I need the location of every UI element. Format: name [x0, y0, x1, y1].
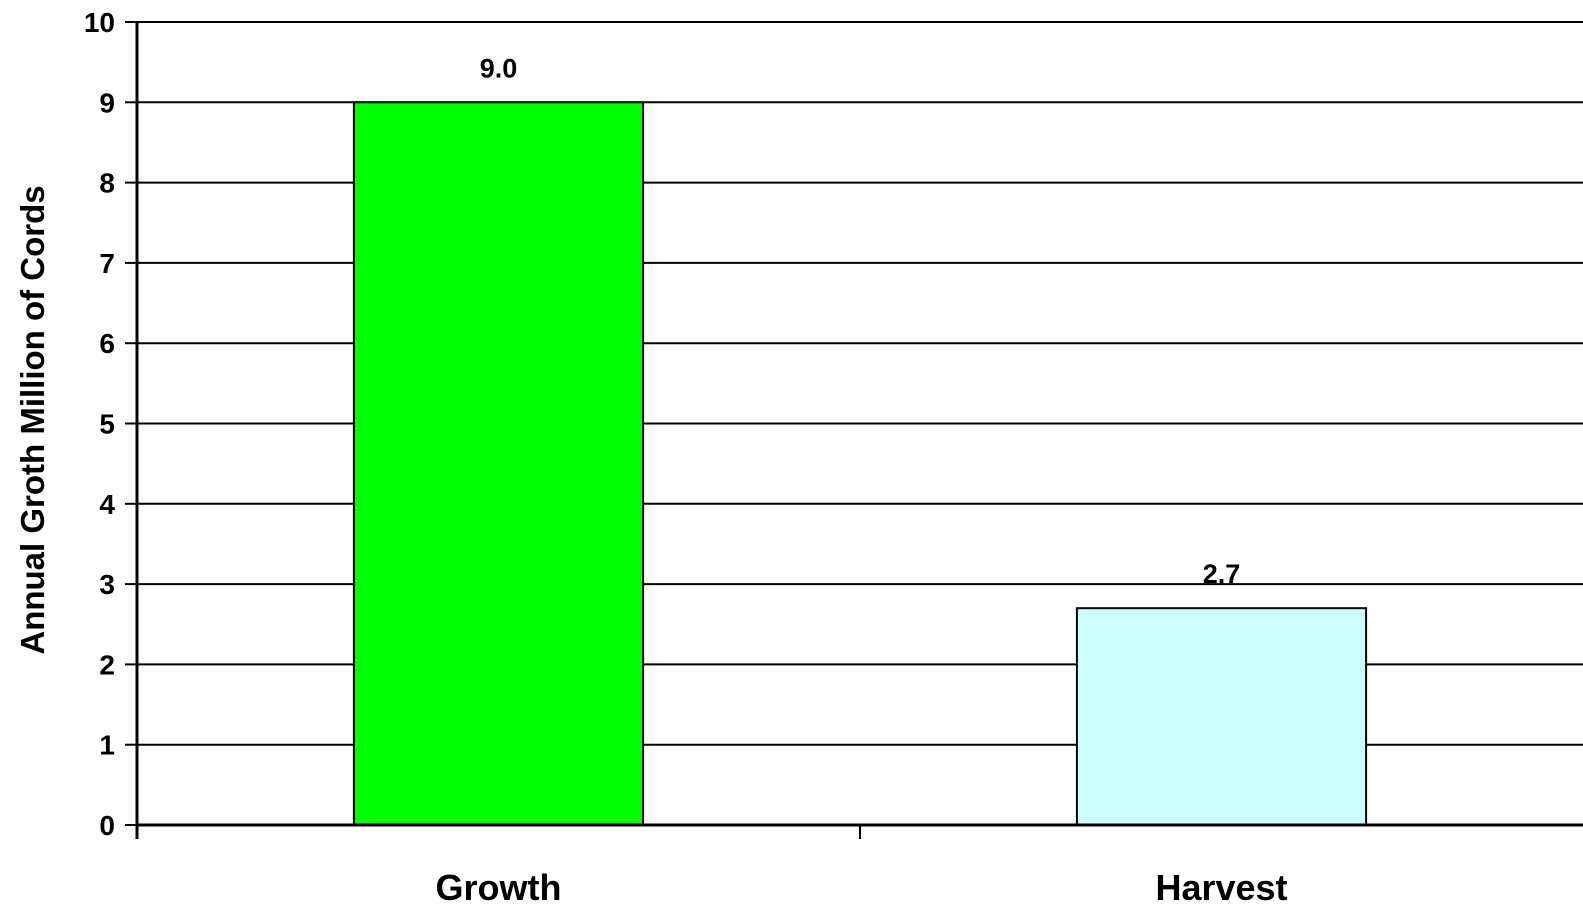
y-tick-label-9: 9: [99, 87, 115, 118]
x-category-label-growth: Growth: [436, 867, 562, 908]
y-tick-label-10: 10: [84, 7, 115, 38]
y-tick-label-5: 5: [99, 409, 115, 440]
y-tick-label-8: 8: [99, 168, 115, 199]
y-tick-label-0: 0: [99, 810, 115, 841]
axes: [135, 22, 1583, 839]
bar-harvest: [1075, 607, 1368, 826]
y-tick-label-7: 7: [99, 248, 115, 279]
y-tick-label-2: 2: [99, 649, 115, 680]
y-tick-label-3: 3: [99, 569, 115, 600]
y-axis-ticks: 0 1 2 3 4 5 6 7 8 9 10: [84, 7, 137, 841]
data-label-growth: 9.0: [480, 53, 518, 83]
y-tick-label-1: 1: [99, 730, 115, 761]
data-label-harvest: 2.7: [1203, 559, 1241, 589]
bar-growth: [352, 101, 645, 827]
y-tick-label-4: 4: [99, 489, 115, 520]
bars: [352, 101, 1368, 827]
labels: 9.0 Growth 2.7 Harvest: [436, 53, 1288, 908]
y-tick-label-6: 6: [99, 328, 115, 359]
x-category-label-harvest: Harvest: [1155, 867, 1287, 908]
y-axis-title: Annual Groth Million of Cords: [14, 185, 51, 654]
